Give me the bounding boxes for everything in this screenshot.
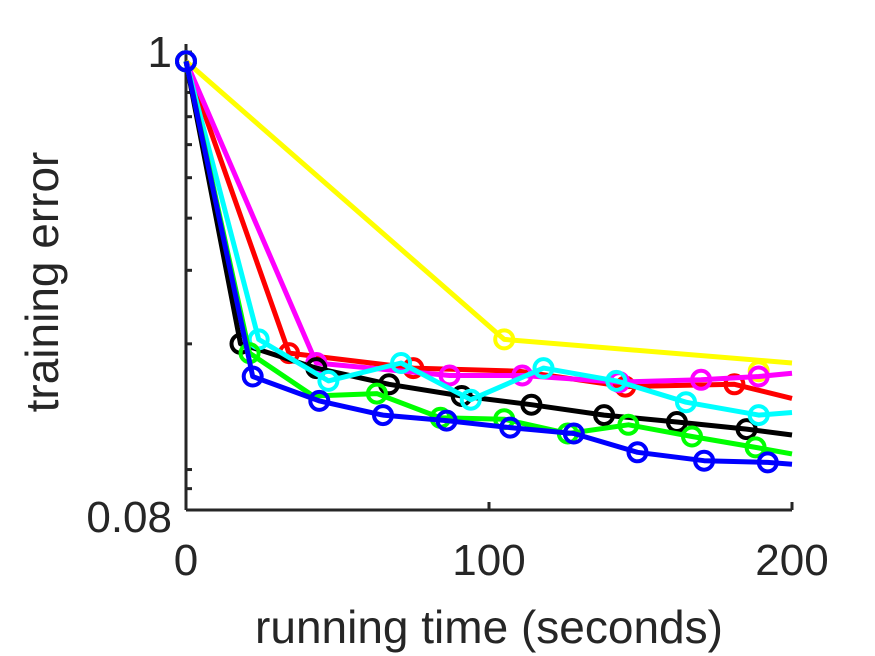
series-6-marker-0 — [175, 50, 197, 73]
series-1-marker-2 — [402, 357, 425, 380]
series-4-marker-4 — [459, 388, 482, 411]
y-tick-label-0.08: 0.08 — [86, 493, 172, 542]
series-4-marker-6 — [605, 369, 628, 392]
series-6-marker-7 — [626, 441, 649, 464]
x-axis-title: running time (seconds) — [255, 601, 723, 653]
series-4-marker-8 — [747, 404, 770, 427]
series-6-marker-9 — [756, 451, 779, 474]
series-line-2 — [183, 60, 793, 385]
series-6-marker-4 — [435, 409, 458, 432]
series-5-marker-8 — [744, 436, 767, 459]
series-6-marker-6 — [562, 422, 585, 445]
series-line-0 — [184, 59, 793, 366]
series-6-marker-2 — [308, 389, 331, 412]
series-line-3 — [183, 60, 793, 438]
chart-axes — [184, 44, 794, 512]
series-5-marker-6 — [617, 413, 640, 436]
plot-area — [175, 50, 793, 474]
series-6-marker-3 — [372, 404, 394, 427]
y-tick-label-1: 1 — [148, 28, 172, 77]
series-3-marker-7 — [665, 411, 688, 433]
series-6-marker-1 — [241, 365, 264, 388]
series-6-marker-8 — [693, 449, 716, 472]
series-3-marker-6 — [593, 404, 616, 427]
series-line-6 — [183, 60, 793, 467]
series-line-1 — [183, 60, 793, 401]
series-4-marker-7 — [675, 391, 697, 414]
series-2-marker-6 — [747, 365, 770, 388]
series-line-5 — [183, 60, 793, 457]
series-line-4 — [183, 60, 793, 418]
x-tick-label-100: 100 — [452, 536, 525, 585]
series-0-marker-1 — [493, 328, 516, 351]
series-3-marker-8 — [735, 418, 758, 441]
x-tick-label-0: 0 — [174, 536, 198, 585]
series-2-marker-2 — [438, 364, 461, 387]
series-3-marker-5 — [520, 393, 543, 416]
series-5-marker-2 — [365, 382, 388, 405]
y-axis-title: training error — [16, 152, 68, 413]
series-1-marker-4 — [723, 373, 746, 396]
series-4-marker-3 — [390, 352, 413, 374]
series-4-marker-2 — [317, 369, 340, 392]
series-5-marker-7 — [681, 425, 703, 448]
series-4-marker-5 — [532, 357, 555, 380]
x-tick-label-200: 200 — [755, 536, 828, 585]
series-2-marker-5 — [690, 368, 713, 391]
series-6-marker-5 — [499, 416, 522, 439]
